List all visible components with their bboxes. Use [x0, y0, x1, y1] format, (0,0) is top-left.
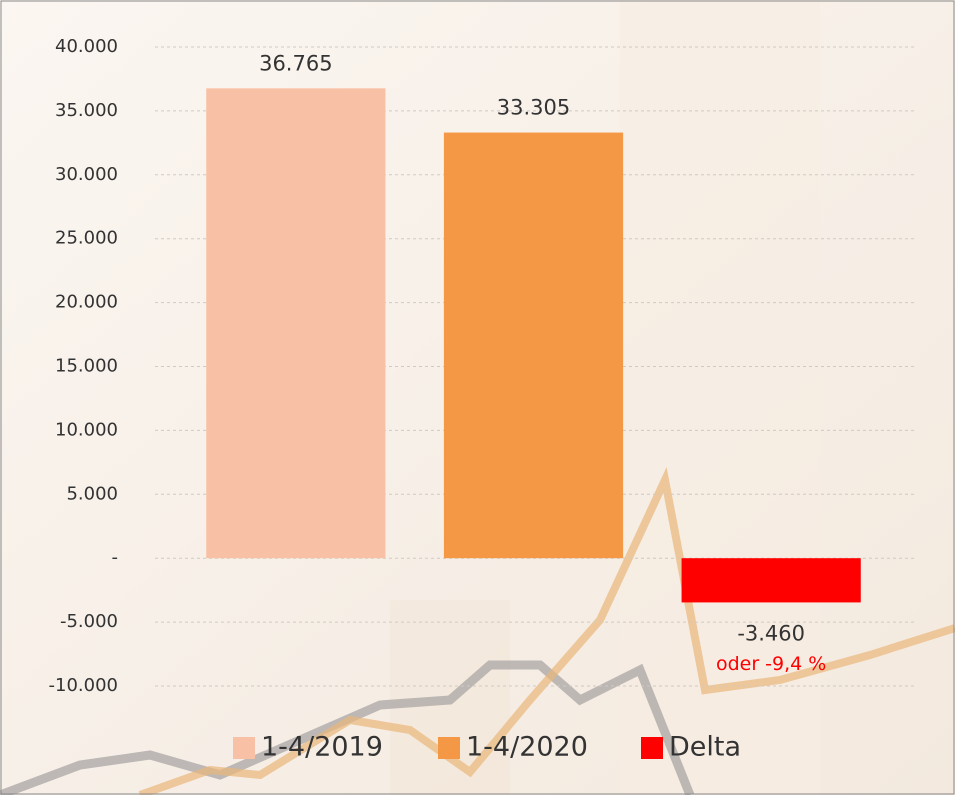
y-tick-label: 25.000: [55, 228, 118, 249]
bar: [444, 133, 623, 559]
y-tick-label: 5.000: [66, 483, 118, 504]
legend-marker: [233, 737, 255, 759]
bar: [206, 88, 385, 558]
chart: 40.000 35.000 30.000 25.000 20.000 15.000 10.0…: [0, 0, 955, 795]
data-label: 33.305: [497, 96, 570, 120]
bar: [682, 558, 861, 602]
data-label: 36.765: [259, 51, 332, 75]
y-tick-label: -: [112, 547, 119, 568]
y-tick-label: 10.000: [55, 419, 118, 440]
y-tick-label: -5.000: [60, 611, 118, 632]
legend-label: 1-4/2020: [466, 732, 588, 763]
y-tick-label: 20.000: [55, 292, 118, 313]
y-tick-label: 40.000: [55, 36, 118, 57]
y-tick-label: -10.000: [49, 675, 118, 696]
annotation: oder -9,4 %: [716, 653, 826, 675]
y-tick-label: 15.000: [55, 356, 118, 377]
data-label: -3.460: [737, 621, 805, 645]
y-tick-label: 30.000: [55, 164, 118, 185]
legend-marker: [438, 737, 460, 759]
legend-label: Delta: [669, 732, 741, 763]
legend-marker: [641, 737, 663, 759]
y-tick-label: 35.000: [55, 100, 118, 121]
legend-label: 1-4/2019: [261, 732, 383, 763]
